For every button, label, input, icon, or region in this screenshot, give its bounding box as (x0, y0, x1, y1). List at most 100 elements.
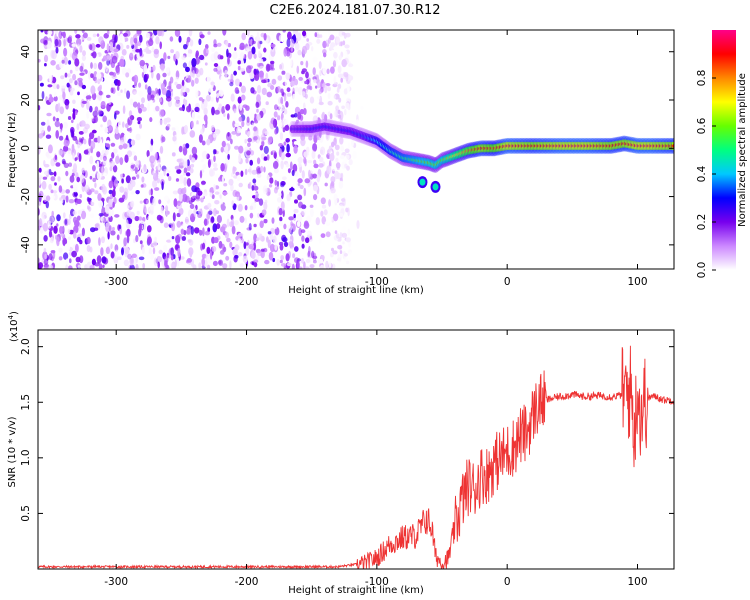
heatmap-noise-cell (341, 232, 348, 238)
heatmap-noise-cell (209, 187, 215, 194)
heatmap-noise-cell (119, 157, 124, 166)
heatmap-noise-cell (180, 256, 185, 260)
heatmap-noise-cell (200, 197, 204, 203)
heatmap-noise-cell (181, 84, 187, 93)
heatmap-noise-cell (340, 172, 344, 179)
heatmap-noise-cell (118, 124, 122, 132)
heatmap-noise-cell (308, 135, 313, 141)
heatmap-noise-cell (135, 263, 139, 269)
heatmap-noise-cell (303, 187, 307, 197)
heatmap-noise-cell (135, 160, 139, 168)
heatmap-noise-cell (206, 48, 209, 54)
heatmap-noise-cell (202, 227, 205, 237)
heatmap-noise-cell (345, 207, 349, 213)
heatmap-noise-cell (59, 123, 63, 129)
heatmap-noise-cell (289, 161, 293, 171)
heatmap-noise-cell (279, 64, 282, 70)
heatmap-noise-cell (272, 118, 278, 128)
heatmap-noise-cell (191, 146, 198, 156)
heatmap-noise-cell (187, 75, 192, 83)
heatmap-noise-cell (131, 176, 136, 180)
heatmap-noise-cell (159, 145, 164, 154)
heatmap-noise-cell (219, 250, 225, 255)
heatmap-noise-cell (201, 253, 207, 259)
heatmap-noise-cell (96, 151, 101, 158)
heatmap-noise-cell (313, 259, 317, 264)
heatmap-noise-cell (91, 92, 97, 101)
heatmap-noise-cell (333, 76, 337, 84)
heatmap-noise-cell (337, 65, 342, 74)
heatmap-noise-cell (327, 37, 331, 44)
heatmap-noise-cell (259, 233, 263, 241)
heatmap-noise-cell (246, 116, 250, 123)
heatmap-noise-cell (233, 175, 239, 179)
heatmap-noise-cell (75, 256, 81, 263)
heatmap-noise-cell (153, 257, 158, 267)
heatmap-noise-cell (301, 68, 307, 73)
heatmap-noise-cell (117, 256, 122, 261)
heatmap-noise-cell (286, 262, 292, 267)
heatmap-noise-cell (54, 38, 59, 47)
heatmap-noise-cell (92, 33, 97, 38)
heatmap-noise-cell (360, 106, 364, 110)
heatmap-noise-cell (176, 169, 182, 174)
heatmap-noise-cell (54, 30, 58, 35)
heatmap-noise-cell (264, 259, 270, 265)
heatmap-noise-cell (188, 60, 192, 70)
heatmap-noise-cell (283, 223, 287, 230)
heatmap-noise-cell (42, 176, 48, 180)
heatmap-noise-cell (158, 119, 163, 127)
heatmap-noise-cell (141, 106, 147, 112)
heatmap-noise-cell (296, 99, 303, 105)
heatmap-noise-cell (286, 92, 292, 97)
heatmap-noise-cell (272, 235, 277, 244)
heatmap-noise-cell (280, 160, 284, 170)
heatmap-noise-cell (203, 218, 208, 226)
heatmap-noise-cell (54, 120, 60, 128)
heatmap-noise-cell (90, 199, 96, 206)
heatmap-noise-cell (109, 45, 114, 52)
heatmap-noise-cell (38, 74, 43, 82)
heatmap-noise-cell (286, 143, 290, 153)
heatmap-noise-cell (50, 60, 56, 66)
heatmap-noise-cell (118, 224, 122, 230)
heatmap-noise-cell (135, 190, 140, 195)
heatmap-noise-cell (106, 59, 110, 66)
heatmap-noise-cell (227, 153, 230, 160)
heatmap-noise-cell (149, 117, 153, 123)
heatmap-noise-cell (352, 150, 357, 160)
heatmap-noise-cell (297, 178, 303, 184)
heatmap-noise-cell (194, 124, 200, 129)
heatmap-noise-cell (335, 162, 341, 169)
heatmap-noise-cell (207, 264, 211, 269)
heatmap-noise-cell (316, 34, 321, 39)
heatmap-noise-cell (225, 255, 230, 261)
heatmap-noise-cell (127, 253, 132, 260)
heatmap-noise-cell (129, 264, 135, 269)
heatmap-noise-cell (170, 49, 175, 54)
heatmap-noise-cell (158, 249, 163, 255)
heatmap-noise-cell (56, 84, 60, 90)
heatmap-noise-cell (199, 34, 205, 39)
y-tick-label: 1.0 (20, 449, 32, 466)
heatmap-noise-cell (329, 91, 334, 98)
heatmap-noise-cell (322, 66, 328, 75)
heatmap-noise-cell (175, 76, 180, 81)
heatmap-noise-cell (155, 152, 158, 161)
heatmap-noise-cell (129, 257, 134, 266)
heatmap-noise-cell (195, 89, 199, 97)
heatmap-noise-cell (214, 128, 221, 135)
heatmap-noise-cell (95, 43, 101, 48)
heatmap-noise-cell (111, 189, 116, 198)
heatmap-noise-cell (79, 72, 85, 76)
heatmap-noise-cell (156, 30, 163, 37)
heatmap-noise-cell (201, 140, 206, 146)
heatmap-noise-cell (220, 75, 226, 83)
heatmap-noise-cell (139, 59, 146, 67)
heatmap-noise-cell (280, 96, 284, 105)
heatmap-noise-cell (230, 93, 235, 102)
heatmap-noise-cell (238, 153, 241, 163)
heatmap-noise-cell (81, 167, 85, 174)
heatmap-noise-cell (264, 131, 270, 136)
heatmap-noise-cell (249, 70, 255, 80)
